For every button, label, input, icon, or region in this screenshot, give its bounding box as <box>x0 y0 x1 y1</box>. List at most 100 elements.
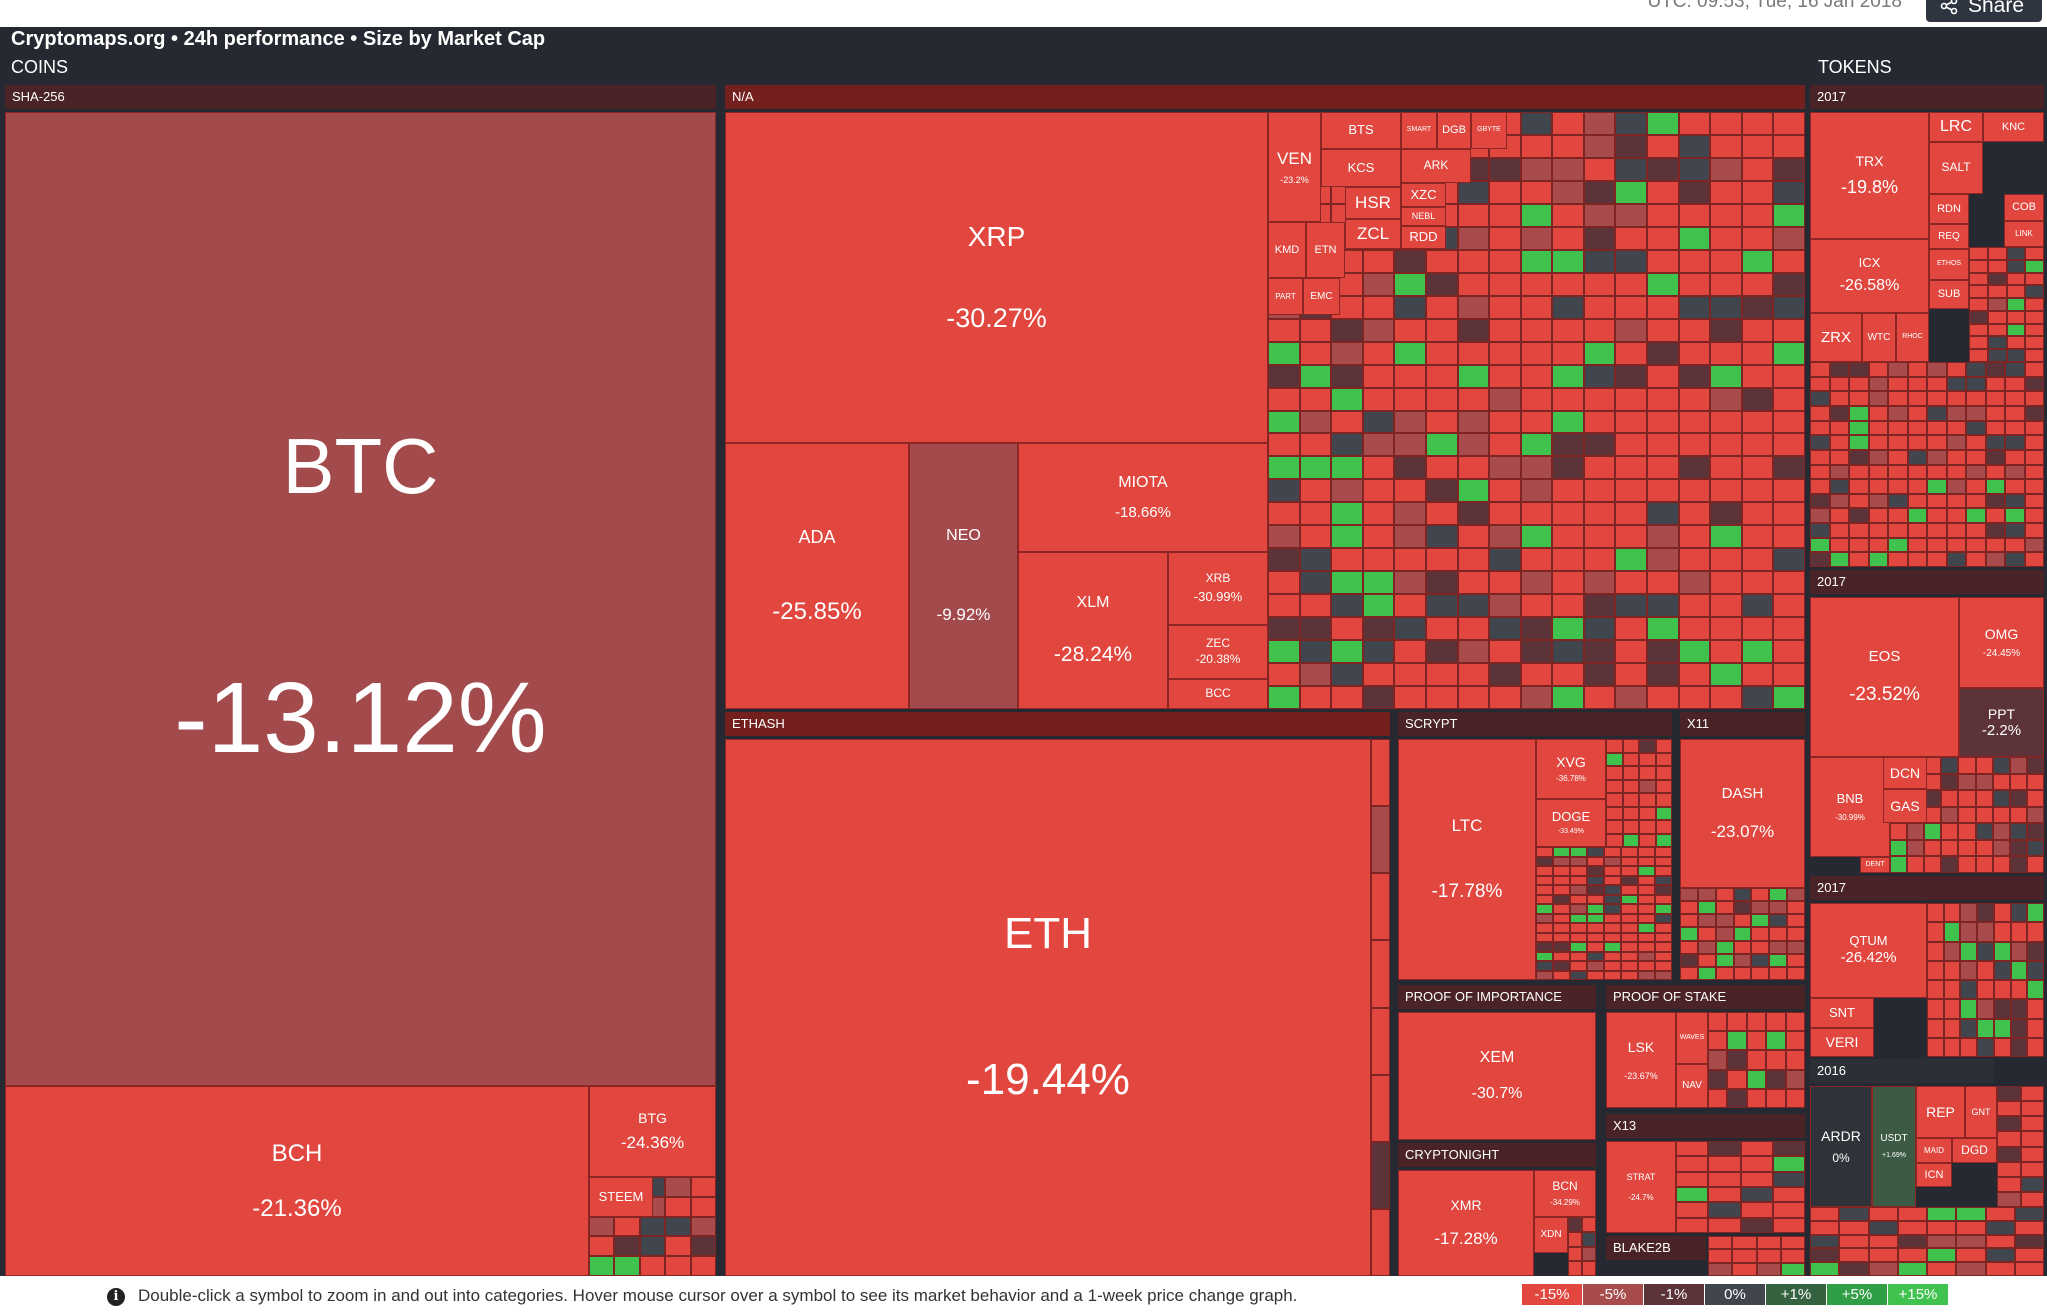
small-coin-tile[interactable] <box>1734 954 1751 967</box>
small-coin-tile[interactable] <box>1810 465 1830 479</box>
small-coin-tile[interactable] <box>1584 617 1615 640</box>
small-coin-tile[interactable] <box>2005 494 2025 508</box>
small-coin-tile[interactable] <box>1988 324 2007 336</box>
small-coin-tile[interactable] <box>640 1256 665 1276</box>
small-coin-tile[interactable] <box>1570 876 1587 885</box>
small-coin-tile[interactable] <box>1849 421 1869 435</box>
small-coin-tile[interactable] <box>2027 903 2044 922</box>
small-coin-tile[interactable] <box>1536 933 1553 942</box>
small-coin-tile[interactable] <box>2007 336 2025 349</box>
small-coin-tile[interactable] <box>1869 362 1888 377</box>
small-coin-tile[interactable] <box>1769 967 1787 980</box>
small-coin-tile[interactable] <box>1552 456 1584 479</box>
small-coin-tile[interactable] <box>1986 421 2005 435</box>
small-coin-tile[interactable] <box>1927 494 1947 508</box>
token-tile-cob[interactable]: COB <box>2004 194 2044 221</box>
small-coin-tile[interactable] <box>1363 388 1394 411</box>
small-coin-tile[interactable] <box>1615 686 1647 709</box>
small-coin-tile[interactable] <box>1584 342 1615 365</box>
small-coin-tile[interactable] <box>2021 1086 2044 1101</box>
small-coin-tile[interactable] <box>1907 840 1924 856</box>
small-coin-tile[interactable] <box>1604 847 1621 857</box>
small-coin-tile[interactable] <box>1521 250 1552 273</box>
coin-tile-zcl[interactable]: ZCL <box>1345 219 1401 249</box>
small-coin-tile[interactable] <box>1621 914 1638 923</box>
small-coin-tile[interactable] <box>1621 885 1638 895</box>
small-coin-tile[interactable] <box>1458 525 1489 548</box>
small-coin-tile[interactable] <box>1656 753 1672 766</box>
small-coin-tile[interactable] <box>1615 204 1647 227</box>
small-coin-tile[interactable] <box>1869 538 1888 552</box>
small-coin-tile[interactable] <box>1552 525 1584 548</box>
small-coin-tile[interactable] <box>1371 1142 1390 1209</box>
small-coin-tile[interactable] <box>1570 895 1587 904</box>
coin-tile-part[interactable]: PART <box>1268 278 1303 315</box>
small-coin-tile[interactable] <box>1587 885 1604 895</box>
small-coin-tile[interactable] <box>1363 548 1394 571</box>
small-coin-tile[interactable] <box>1830 479 1849 494</box>
small-coin-tile[interactable] <box>1584 640 1615 663</box>
small-coin-tile[interactable] <box>1956 1235 1986 1248</box>
small-coin-tile[interactable] <box>1426 411 1458 433</box>
small-coin-tile[interactable] <box>1647 204 1679 227</box>
small-coin-tile[interactable] <box>1426 319 1458 342</box>
small-coin-tile[interactable] <box>1773 158 1805 181</box>
small-coin-tile[interactable] <box>1869 1248 1898 1262</box>
small-coin-tile[interactable] <box>1986 508 2005 523</box>
small-coin-tile[interactable] <box>1986 362 2005 377</box>
small-coin-tile[interactable] <box>1960 942 1977 961</box>
small-coin-tile[interactable] <box>1489 342 1521 365</box>
coin-tile-ven[interactable]: VEN -23.2% <box>1268 112 1321 222</box>
small-coin-tile[interactable] <box>1734 927 1751 941</box>
small-coin-tile[interactable] <box>1521 342 1552 365</box>
small-coin-tile[interactable] <box>1888 362 1908 377</box>
small-coin-tile[interactable] <box>1986 494 2005 508</box>
small-coin-tile[interactable] <box>1969 324 1988 336</box>
small-coin-tile[interactable] <box>1830 406 1849 421</box>
token-tile-link[interactable]: LINK <box>2004 221 2044 247</box>
small-coin-tile[interactable] <box>1647 227 1679 250</box>
small-coin-tile[interactable] <box>665 1236 691 1256</box>
small-coin-tile[interactable] <box>1941 823 1958 840</box>
small-coin-tile[interactable] <box>1521 663 1552 686</box>
small-coin-tile[interactable] <box>1604 933 1621 942</box>
small-coin-tile[interactable] <box>1363 525 1394 548</box>
small-coin-tile[interactable] <box>1993 856 2010 873</box>
small-coin-tile[interactable] <box>1966 377 1986 391</box>
small-coin-tile[interactable] <box>1947 377 1966 391</box>
small-coin-tile[interactable] <box>1680 954 1698 967</box>
small-coin-tile[interactable] <box>1426 640 1458 663</box>
small-coin-tile[interactable] <box>1830 538 1849 552</box>
token-tile-salt[interactable]: SALT <box>1929 142 1983 194</box>
small-coin-tile[interactable] <box>1656 739 1672 753</box>
coin-tile-nebl[interactable]: NEBL <box>1401 207 1446 226</box>
small-coin-tile[interactable] <box>1489 250 1521 273</box>
small-coin-tile[interactable] <box>1969 349 1988 362</box>
small-coin-tile[interactable] <box>1810 362 1830 377</box>
small-coin-tile[interactable] <box>2007 311 2025 324</box>
small-coin-tile[interactable] <box>1604 876 1621 885</box>
small-coin-tile[interactable] <box>1394 273 1426 296</box>
small-coin-tile[interactable] <box>1615 135 1647 158</box>
small-coin-tile[interactable] <box>1584 548 1615 571</box>
small-coin-tile[interactable] <box>1621 857 1638 866</box>
small-coin-tile[interactable] <box>1394 296 1426 319</box>
small-coin-tile[interactable] <box>2005 421 2025 435</box>
small-coin-tile[interactable] <box>1710 502 1742 525</box>
small-coin-tile[interactable] <box>1615 158 1647 181</box>
small-coin-tile[interactable] <box>1710 135 1742 158</box>
small-coin-tile[interactable] <box>1830 391 1849 406</box>
small-coin-tile[interactable] <box>2011 980 2027 999</box>
small-coin-tile[interactable] <box>1708 1187 1741 1202</box>
small-coin-tile[interactable] <box>1732 1236 1757 1249</box>
small-coin-tile[interactable] <box>1941 757 1958 774</box>
small-coin-tile[interactable] <box>1394 548 1426 571</box>
small-coin-tile[interactable] <box>1908 508 1927 523</box>
small-coin-tile[interactable] <box>1773 502 1805 525</box>
small-coin-tile[interactable] <box>1810 406 1830 421</box>
small-coin-tile[interactable] <box>1908 494 1927 508</box>
small-coin-tile[interactable] <box>1623 820 1639 834</box>
small-coin-tile[interactable] <box>1363 479 1394 502</box>
small-coin-tile[interactable] <box>1647 640 1679 663</box>
small-coin-tile[interactable] <box>1458 571 1489 594</box>
